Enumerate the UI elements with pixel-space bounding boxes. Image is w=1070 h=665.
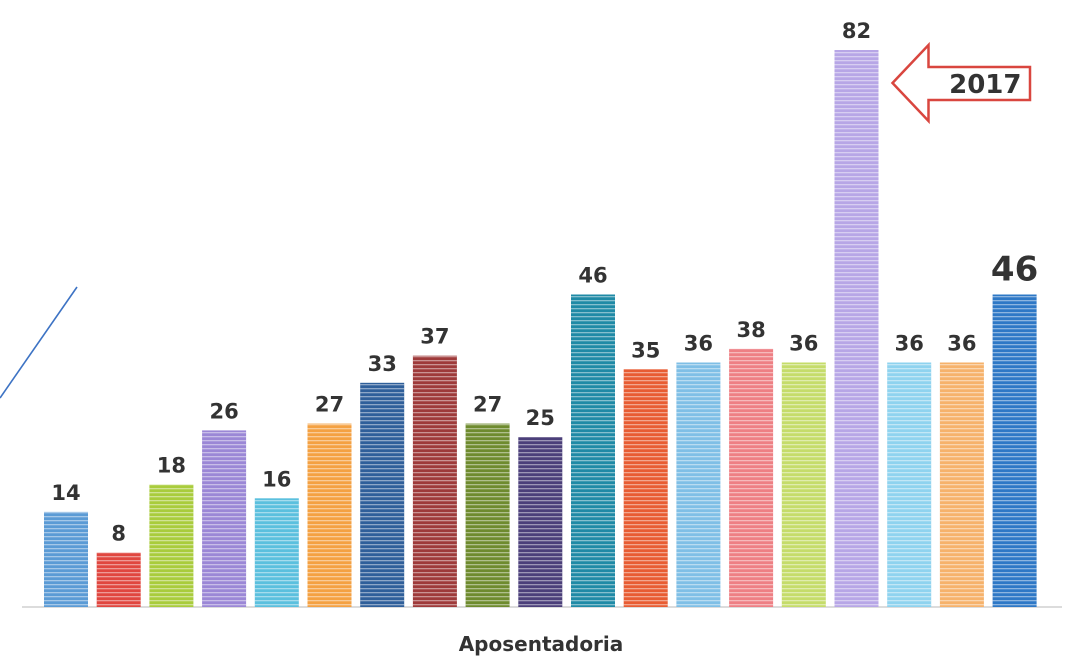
data-label: 16 bbox=[262, 467, 291, 491]
data-label: 46 bbox=[991, 250, 1038, 290]
bar-texture bbox=[781, 362, 826, 607]
bar-texture bbox=[307, 423, 352, 607]
annotation: 2017 bbox=[890, 41, 1032, 125]
data-label: 36 bbox=[947, 332, 976, 356]
bar-texture bbox=[254, 498, 299, 607]
bar-texture bbox=[518, 437, 563, 607]
decorative-curve bbox=[0, 286, 78, 399]
bar-texture bbox=[729, 348, 774, 607]
bar-texture bbox=[887, 362, 932, 607]
bar-texture bbox=[571, 294, 615, 607]
bar-texture bbox=[623, 369, 668, 607]
data-label: 27 bbox=[473, 393, 502, 417]
bar-texture bbox=[465, 423, 510, 607]
data-label: 36 bbox=[895, 332, 924, 356]
bar-texture bbox=[96, 552, 141, 607]
bar-texture bbox=[676, 362, 721, 607]
data-label: 25 bbox=[526, 406, 555, 430]
data-label: 26 bbox=[209, 399, 238, 423]
data-label: 38 bbox=[736, 318, 765, 342]
data-label: 33 bbox=[368, 352, 397, 376]
bar-texture bbox=[44, 511, 88, 607]
bar-texture bbox=[360, 382, 405, 607]
data-label: 36 bbox=[789, 332, 818, 356]
annotation-label: 2017 bbox=[949, 70, 1021, 100]
bar-texture bbox=[202, 430, 247, 607]
data-label: 18 bbox=[157, 454, 186, 478]
bar-texture bbox=[149, 484, 194, 607]
bar-texture bbox=[939, 362, 984, 607]
data-label: 35 bbox=[631, 338, 660, 362]
bar-texture bbox=[412, 355, 457, 607]
bar-texture bbox=[992, 294, 1037, 607]
data-label: 36 bbox=[684, 332, 713, 356]
data-label: 46 bbox=[578, 264, 607, 288]
data-label: 8 bbox=[111, 522, 126, 546]
data-label: 37 bbox=[420, 325, 449, 349]
data-label: 82 bbox=[842, 19, 871, 43]
data-label: 14 bbox=[51, 481, 80, 505]
bar-texture bbox=[834, 50, 879, 607]
bars: 14 8 18 26 16 27 33 37 27 25 46 35 36 38 36 82 36 36 46 bbox=[44, 19, 1038, 607]
data-label: 27 bbox=[315, 393, 344, 417]
x-axis-label: Aposentadoria bbox=[459, 632, 624, 656]
annotation-arrow bbox=[890, 41, 1032, 125]
